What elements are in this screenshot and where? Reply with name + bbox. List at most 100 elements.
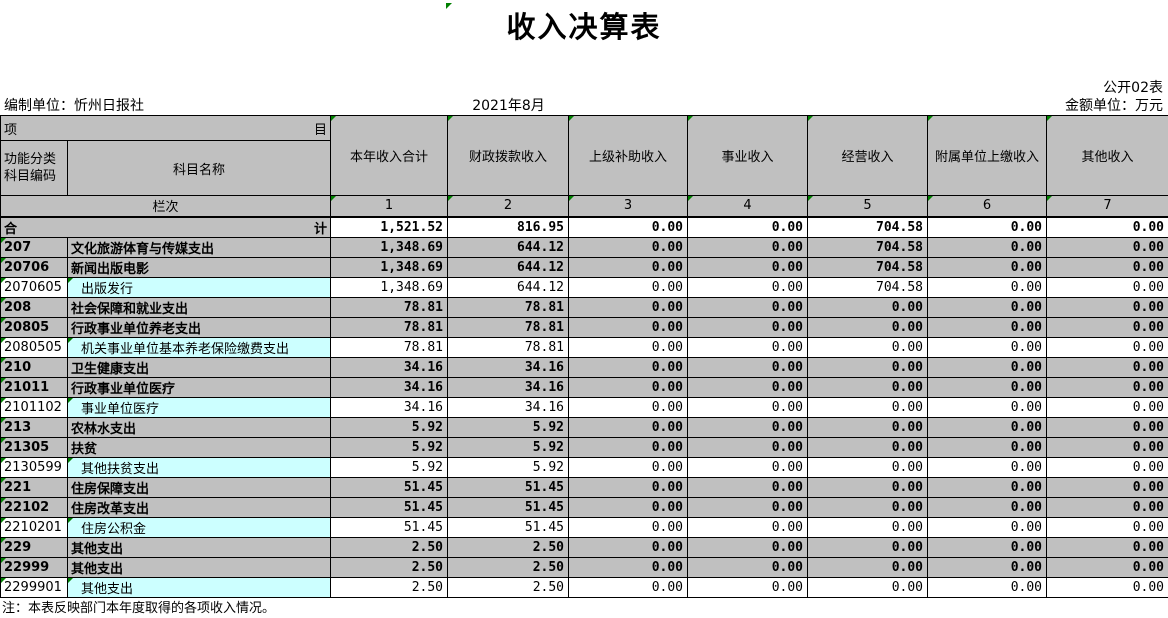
value-cell: 0.00	[1046, 516, 1168, 538]
value-cell: 0.00	[568, 296, 688, 318]
code-cell: 2080505	[0, 336, 68, 358]
code-cell: 22102	[0, 496, 68, 518]
total-value-cell: 0.00	[1046, 216, 1168, 238]
value-cell: 5.92	[330, 456, 448, 478]
comment-marker-icon	[1047, 196, 1052, 201]
value-cell: 0.00	[568, 276, 688, 298]
col-header-total-income: 本年收入合计	[330, 115, 448, 196]
value-cell: 0.00	[807, 576, 928, 598]
item-header-cell: 项 目	[0, 115, 331, 141]
value-cell: 1,348.69	[330, 276, 448, 298]
comment-marker-icon	[1, 278, 6, 283]
value-cell: 0.00	[1046, 456, 1168, 478]
value-cell: 0.00	[927, 536, 1047, 558]
value-cell: 0.00	[807, 516, 928, 538]
value-cell: 51.45	[330, 516, 448, 538]
value-cell: 0.00	[568, 356, 688, 378]
value-cell: 0.00	[1046, 356, 1168, 378]
col-header-institutional-income: 事业收入	[687, 115, 808, 196]
table-row: 221 住房保障支出 51.45 51.45 0.00 0.00 0.00 0.00 0.00	[0, 476, 1168, 498]
code-cell: 213	[0, 416, 68, 438]
value-cell: 0.00	[927, 336, 1047, 358]
value-cell: 0.00	[1046, 416, 1168, 438]
name-header-cell: 科目名称	[67, 140, 331, 196]
value-cell: 0.00	[568, 376, 688, 398]
comment-marker-icon	[68, 578, 73, 583]
value-cell: 51.45	[447, 496, 569, 518]
comment-marker-icon	[1, 518, 6, 523]
comment-marker-icon	[569, 116, 574, 121]
table-row: 20706 新闻出版电影 1,348.69 644.12 0.00 0.00 704.58 0…	[0, 256, 1168, 278]
value-cell: 0.00	[1046, 576, 1168, 598]
value-cell: 51.45	[330, 476, 448, 498]
value-cell: 78.81	[330, 296, 448, 318]
col-number-cell: 4	[687, 195, 808, 218]
col-number-cell: 6	[927, 195, 1047, 218]
value-cell: 0.00	[568, 556, 688, 578]
value-cell: 0.00	[568, 256, 688, 278]
value-cell: 78.81	[447, 296, 569, 318]
lanci-cell: 栏次	[0, 195, 331, 218]
value-cell: 0.00	[807, 436, 928, 458]
table-row: 21011 行政事业单位医疗 34.16 34.16 0.00 0.00 0.00 0.00 0…	[0, 376, 1168, 398]
value-cell: 78.81	[330, 316, 448, 338]
name-cell: 住房改革支出	[67, 496, 331, 518]
value-cell: 2.50	[447, 556, 569, 578]
total-value-cell: 0.00	[687, 216, 808, 238]
col-header-other-income: 其他收入	[1046, 115, 1168, 196]
table-row: 208 社会保障和就业支出 78.81 78.81 0.00 0.00 0.00 0.00 0.…	[0, 296, 1168, 318]
footnote: 注：本表反映部门本年度取得的各项收入情况。	[2, 601, 276, 616]
value-cell: 0.00	[568, 536, 688, 558]
comment-marker-icon	[1047, 116, 1052, 121]
value-cell: 51.45	[330, 496, 448, 518]
value-cell: 644.12	[447, 276, 569, 298]
code-cell: 221	[0, 476, 68, 498]
value-cell: 0.00	[807, 556, 928, 578]
comment-marker-icon	[1, 578, 6, 583]
value-cell: 0.00	[807, 356, 928, 378]
code-cell: 2130599	[0, 456, 68, 478]
value-cell: 0.00	[927, 456, 1047, 478]
value-cell: 0.00	[687, 496, 808, 518]
name-cell: 住房保障支出	[67, 476, 331, 498]
code-cell: 21305	[0, 436, 68, 458]
value-cell: 0.00	[927, 376, 1047, 398]
value-cell: 0.00	[687, 416, 808, 438]
table-row: 229 其他支出 2.50 2.50 0.00 0.00 0.00 0.00 0.00	[0, 536, 1168, 558]
value-cell: 51.45	[447, 516, 569, 538]
value-cell: 0.00	[927, 296, 1047, 318]
unit-label: 金额单位：万元	[1065, 98, 1163, 114]
comment-marker-icon	[688, 116, 693, 121]
value-cell: 0.00	[687, 316, 808, 338]
value-cell: 0.00	[568, 516, 688, 538]
comment-marker-icon	[331, 116, 336, 121]
value-cell: 0.00	[927, 236, 1047, 258]
value-cell: 51.45	[447, 476, 569, 498]
value-cell: 0.00	[687, 336, 808, 358]
code-cell: 20805	[0, 316, 68, 338]
total-label-cell: 合计	[0, 216, 331, 238]
value-cell: 5.92	[330, 436, 448, 458]
total-value-cell: 0.00	[927, 216, 1047, 238]
value-cell: 644.12	[447, 256, 569, 278]
comment-marker-icon	[68, 278, 73, 283]
code-header-cell: 功能分类 科目编码	[0, 140, 68, 196]
value-cell: 0.00	[687, 436, 808, 458]
value-cell: 78.81	[447, 316, 569, 338]
value-cell: 704.58	[807, 256, 928, 278]
value-cell: 0.00	[687, 456, 808, 478]
comment-marker-icon	[68, 338, 73, 343]
table-row: 2299901 其他支出 2.50 2.50 0.00 0.00 0.00 0.00 0.00	[0, 576, 1168, 598]
name-cell: 住房公积金	[67, 516, 331, 538]
value-cell: 0.00	[568, 316, 688, 338]
value-cell: 0.00	[807, 376, 928, 398]
code-cell: 2101102	[0, 396, 68, 418]
table-row: 22102 住房改革支出 51.45 51.45 0.00 0.00 0.00 0.00 0.0…	[0, 496, 1168, 518]
value-cell: 0.00	[807, 396, 928, 418]
total-value-cell: 0.00	[568, 216, 688, 238]
value-cell: 0.00	[927, 396, 1047, 418]
value-cell: 0.00	[807, 476, 928, 498]
value-cell: 0.00	[687, 516, 808, 538]
comment-marker-icon	[1, 378, 6, 383]
col-header-subsidiary-remittance: 附属单位上缴收入	[927, 115, 1047, 196]
